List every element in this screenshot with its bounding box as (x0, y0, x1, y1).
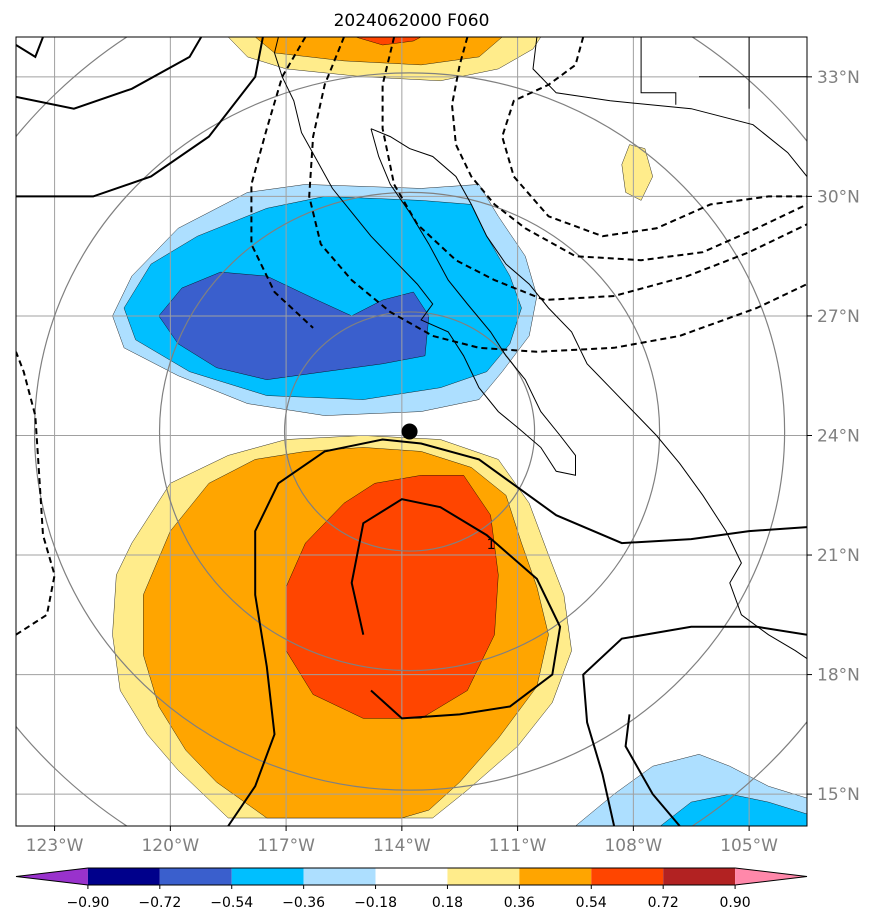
filled-region (621, 144, 653, 201)
colorbar-segment (519, 868, 592, 885)
colorbar-label: −0.90 (66, 895, 109, 911)
y-tick-label: 24°N (817, 426, 860, 446)
contour-lines: 1 (16, 37, 807, 826)
colorbar-label: −0.72 (138, 895, 181, 911)
coastlines (273, 37, 807, 660)
contour-line (624, 714, 681, 826)
contour-line (350, 498, 562, 720)
x-tick-label: 111°W (489, 836, 547, 856)
colorbar-segment (303, 868, 376, 885)
colorbar: −0.90 −0.72 −0.54 −0.36 −0.18 0.18 0.36 0.54 0.7… (15, 867, 808, 911)
contour-line (308, 37, 807, 353)
colorbar-segment (663, 868, 736, 885)
filled-contours (112, 37, 807, 826)
contour-line (227, 438, 807, 826)
x-tick-label: 117°W (257, 836, 315, 856)
colorbar-label: −0.18 (354, 895, 397, 911)
contour-line (16, 351, 56, 636)
y-axis-ticks: 33°N 30°N 27°N 24°N 21°N 18°N 15°N (807, 68, 860, 805)
contour-line (16, 37, 264, 198)
colorbar-segment (231, 868, 304, 885)
y-tick-label: 30°N (817, 187, 860, 207)
colorbar-label: −0.54 (210, 895, 253, 911)
plot-frame (15, 36, 808, 827)
range-ring (158, 191, 661, 672)
colorbar-label: 0.72 (648, 895, 679, 911)
coastline (370, 128, 807, 660)
y-tick-label: 18°N (817, 666, 860, 686)
contour-label: 1 (487, 537, 496, 553)
colorbar-label: 0.36 (504, 895, 535, 911)
colorbar-label: 0.18 (432, 895, 463, 911)
center-marker (401, 423, 418, 440)
y-tick-label: 21°N (817, 546, 860, 566)
filled-region (660, 793, 807, 826)
contour-line (582, 625, 807, 826)
colorbar-segment (16, 868, 88, 885)
y-tick-label: 15°N (817, 785, 860, 805)
coastline (532, 37, 807, 177)
y-tick-label: 33°N (817, 68, 860, 88)
x-axis-ticks: 123°W 120°W 117°W 114°W 111°W 108°W 105°W (26, 826, 778, 856)
x-tick-label: 105°W (720, 836, 778, 856)
range-ring (283, 311, 536, 552)
center-marker-group (401, 423, 418, 440)
colorbar-segment (87, 868, 160, 885)
colorbar-label: 0.90 (720, 895, 751, 911)
colorbar-label: −0.36 (282, 895, 325, 911)
x-tick-label: 123°W (26, 836, 84, 856)
colorbar-segment (375, 868, 448, 885)
contour-line (381, 37, 807, 302)
contour-line (501, 37, 807, 238)
chart-title: 2024062000 F060 (334, 11, 490, 31)
coastline (273, 37, 576, 476)
contour-line (16, 37, 203, 110)
contour-line (250, 37, 314, 329)
filled-region (158, 271, 430, 380)
colorbar-segment (159, 868, 232, 885)
contour-line (450, 37, 807, 262)
x-tick-label: 120°W (141, 836, 199, 856)
filled-region (355, 37, 422, 46)
colorbar-label: 0.54 (576, 895, 607, 911)
x-tick-label: 114°W (373, 836, 431, 856)
gridlines (16, 37, 807, 826)
y-tick-label: 27°N (817, 307, 860, 327)
colorbar-segment (591, 868, 664, 885)
filled-region (285, 475, 499, 719)
colorbar-segment (735, 868, 807, 885)
coastline (640, 37, 677, 105)
colorbar-segment (447, 868, 520, 885)
contour-line (16, 37, 44, 59)
x-tick-label: 108°W (604, 836, 662, 856)
range-ring (33, 72, 786, 791)
